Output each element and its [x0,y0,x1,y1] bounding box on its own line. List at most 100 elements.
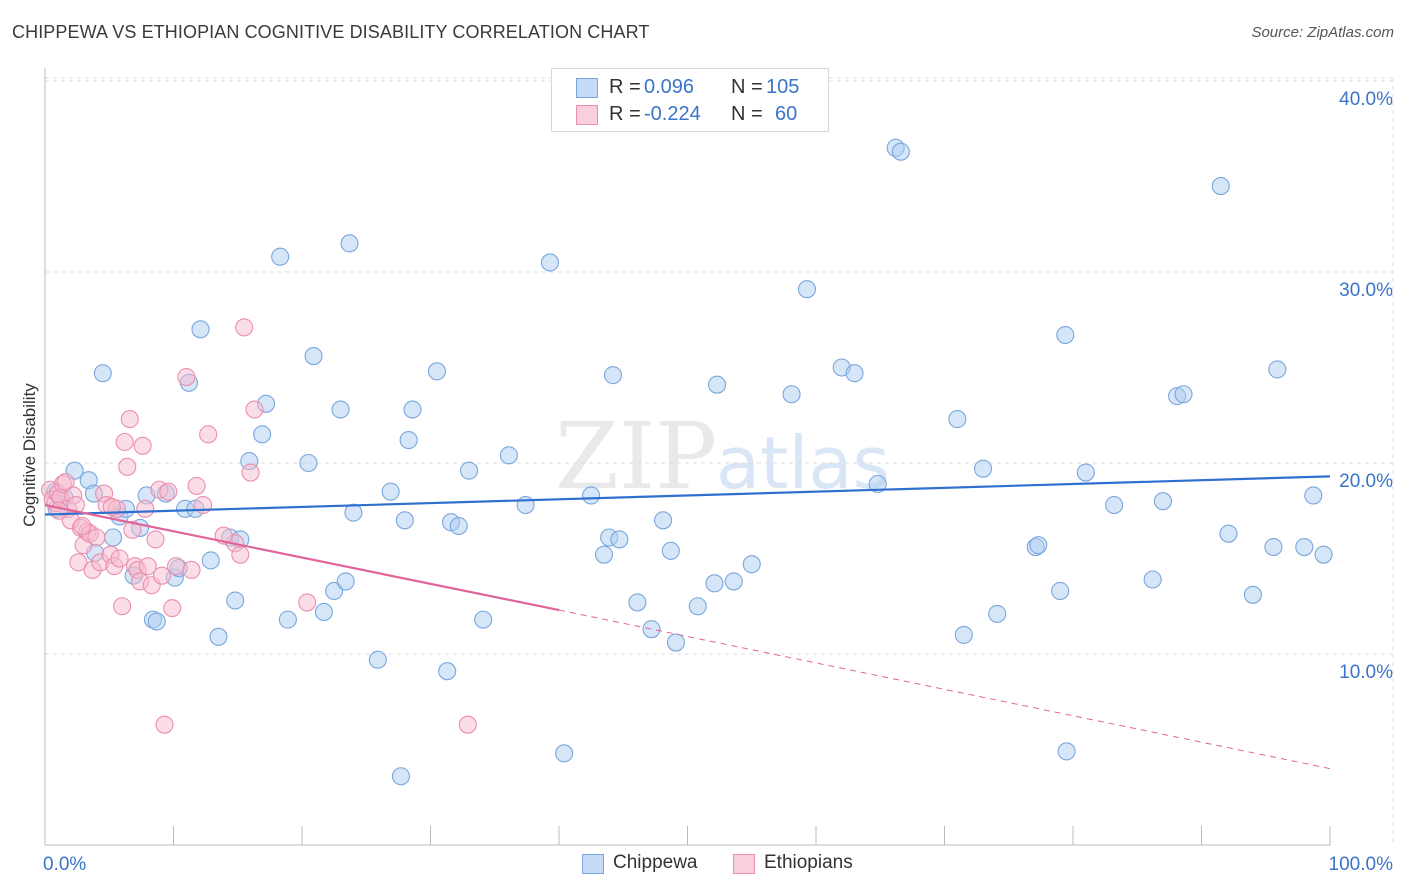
ethiopian-point [241,463,260,482]
y-axis-label: Cognitive Disability [20,383,39,527]
ethiopian-point [110,549,129,568]
chippewa-point [395,511,414,530]
chippewa-point [381,482,400,501]
ethiopian-trend-line [44,503,560,612]
ethiopian-point [187,476,206,495]
chippewa-point [336,572,355,591]
chippewa-point [845,364,864,383]
chippewa-point [314,602,333,622]
legend-swatch-ethiopians [576,105,598,125]
chippewa-point [191,320,210,339]
chippewa-point [1264,537,1283,557]
stats-legend: R = 0.096 N = 105 R = -0.224 N = 60 [551,68,829,132]
chippewa-point [705,574,724,593]
chippewa-point [1056,325,1075,345]
chippewa-point [201,551,220,570]
x-tick-label: 100.0% [1329,854,1394,875]
chippewa-point [331,400,350,419]
chippewa-point [459,461,479,480]
chippewa-point [93,364,112,383]
ethiopian-point [152,566,171,585]
chippewa-point [391,767,410,786]
chippewa-point [1304,486,1323,505]
chippewa-point [344,503,363,522]
chippewa-point [399,431,418,450]
chippewa-point [226,591,245,610]
chippewa-point [499,446,518,465]
chippewa-point [610,530,629,549]
chippewa-point [253,425,272,444]
ethiopian-point [235,318,254,337]
ethiopian-point [159,482,178,501]
ethiopian-point [56,473,75,492]
chippewa-point [954,625,973,644]
chippewa-point [1219,524,1238,543]
ethiopian-point [298,593,317,612]
chippewa-point [1243,585,1262,604]
watermark-zip: ZIP [555,403,717,510]
chippewa-point [688,597,707,616]
legend-label-chippewa: Chippewa [613,852,698,873]
chippewa-point [666,633,685,652]
chippewa-point [368,650,387,669]
chippewa-point [449,516,468,536]
ethiopian-point [69,553,88,572]
ethiopian-point [167,557,186,576]
chippewa-point [340,234,359,253]
chippewa-point [271,247,290,266]
chippewa-point [147,612,166,631]
ethiopian-point [102,497,121,516]
chippewa-point [868,474,887,494]
chippewa-point [1105,495,1124,515]
chippewa-point [1029,536,1048,555]
chippewa-point [594,545,614,564]
chippewa-point [1076,463,1095,482]
legend-n-value: 105 [766,76,800,98]
legend-row-ethiopians: R = -0.224 N = 60 [552,100,828,128]
legend-n-label: N = [731,76,763,98]
ethiopian-point [73,516,92,536]
ethiopian-point [138,557,157,576]
legend-n-value: 60 [775,103,798,125]
ethiopian-point [182,560,201,580]
source-label: Source: ZipAtlas.com [1251,24,1394,41]
chippewa-point [1295,537,1314,557]
ethiopian-point [177,367,196,387]
ethiopian-point [133,436,152,455]
chippewa-point [782,385,801,404]
chart-title: CHIPPEWA VS ETHIOPIAN COGNITIVE DISABILI… [12,22,650,42]
chippewa-point [555,744,574,763]
y-tick-label: 40.0% [1339,89,1393,110]
legend-n-label: N = [731,103,763,125]
chippewa-point [1211,177,1230,196]
chippewa-point [474,610,493,629]
chippewa-point [427,362,446,381]
legend-r-label: R = [609,103,641,125]
chippewa-point [438,662,457,681]
ethiopian-point [50,501,69,520]
ethiopian-point [245,400,264,419]
chippewa-point [797,280,817,299]
legend-swatch-chippewa [576,78,598,98]
legend-row-chippewa: R = 0.096 N = 105 [552,73,828,101]
chippewa-point [104,528,123,547]
chippewa-point [988,604,1007,623]
chippewa-point [724,572,743,591]
legend-label-ethiopians: Ethiopians [764,852,853,873]
chippewa-point [948,410,967,429]
tick-labels: 10.0% 20.0% 30.0% 40.0% 0.0% 100.0% [43,89,1393,875]
legend-r-value: 0.096 [644,76,695,98]
legend-swatch-ethiopians [733,854,755,874]
chippewa-point [278,610,297,629]
chippewa-point [708,375,727,394]
ethiopian-point [115,432,134,452]
y-tick-label: 20.0% [1339,471,1393,492]
ethiopian-point [163,599,182,618]
chippewa-point [642,620,661,639]
ethiopian-point [120,410,139,429]
ethiopian-point [231,545,250,564]
chippewa-point [1174,385,1193,404]
chippewa-point [209,627,228,646]
chippewa-point [304,346,323,366]
